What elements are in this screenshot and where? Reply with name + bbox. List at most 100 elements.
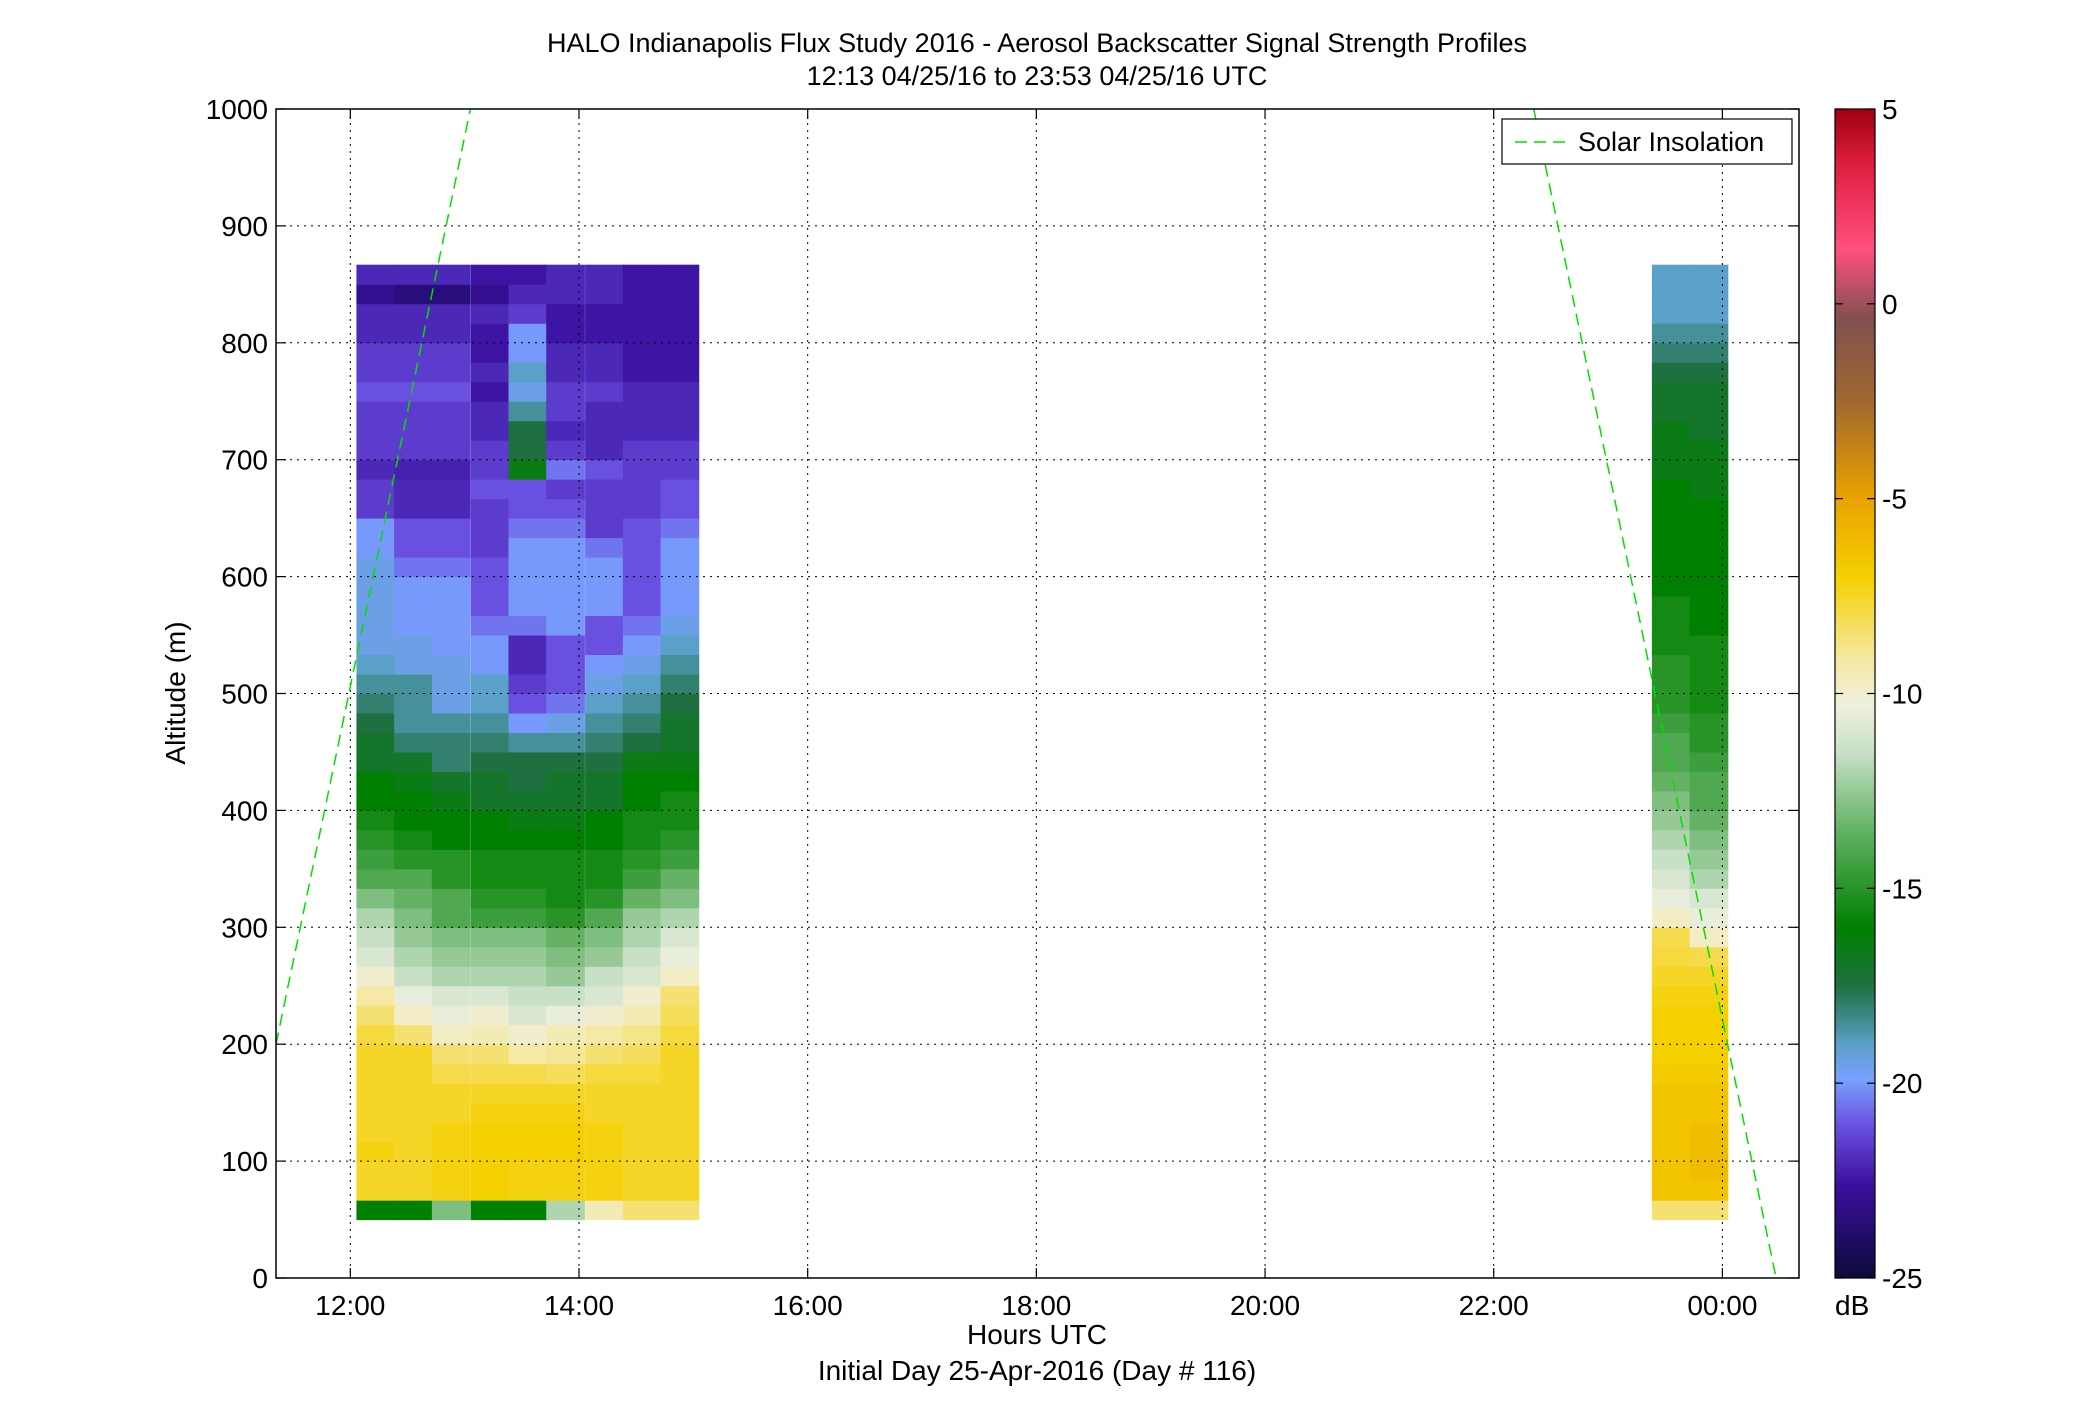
heatmap-cell [508, 771, 548, 792]
heatmap-cell [1651, 829, 1691, 850]
heatmap-cell [585, 693, 624, 714]
heatmap-cell [660, 849, 700, 870]
heatmap-cell [394, 479, 433, 500]
heatmap-cell [394, 1044, 433, 1065]
heatmap-cell [622, 966, 662, 987]
heatmap-cell [394, 868, 433, 889]
heatmap-cell [622, 868, 662, 889]
heatmap-cell [585, 498, 624, 519]
heatmap-cell [1651, 1024, 1691, 1045]
x-tick-label: 12:00 [315, 1290, 385, 1321]
heatmap-cell [1689, 712, 1729, 733]
heatmap-cell [431, 673, 471, 694]
x-tick-label: 14:00 [544, 1290, 614, 1321]
heatmap-cell [431, 868, 471, 889]
heatmap-cell [585, 868, 624, 889]
heatmap-cell [622, 401, 662, 422]
heatmap-cell [546, 673, 585, 694]
heatmap-cell [546, 1141, 585, 1162]
heatmap-cell [1651, 498, 1691, 519]
heatmap-cell [1689, 459, 1729, 480]
heatmap-cell [356, 381, 396, 402]
heatmap-cell [508, 1200, 548, 1221]
heatmap-cell [1689, 1102, 1729, 1123]
heatmap-cell [356, 518, 396, 539]
heatmap-cell [356, 790, 396, 811]
heatmap-cell [660, 712, 700, 733]
heatmap-cell [394, 576, 433, 597]
heatmap-cell [660, 284, 700, 305]
heatmap-cell [431, 284, 471, 305]
heatmap-cell [470, 479, 510, 500]
heatmap-cell [546, 420, 585, 441]
heatmap-cell [546, 732, 585, 753]
heatmap-cell [1651, 479, 1691, 500]
heatmap-cell [1651, 907, 1691, 928]
heatmap-cell [470, 985, 510, 1006]
colorbar: 5 0 -5 -10 -15 -20 -25 dB [1834, 94, 1922, 1321]
heatmap-cell [394, 654, 433, 675]
heatmap-cell [622, 946, 662, 967]
heatmap-cell [356, 1005, 396, 1026]
heatmap-cell [585, 907, 624, 928]
heatmap-cell [622, 985, 662, 1006]
heatmap-cell [1651, 518, 1691, 539]
heatmap-cell [470, 556, 510, 578]
heatmap-cell [660, 1044, 700, 1065]
heatmap-cell [585, 849, 624, 870]
heatmap-cell [394, 1083, 433, 1104]
heatmap-cell [660, 1063, 700, 1084]
heatmap-cell [356, 576, 396, 597]
heatmap-cell [622, 927, 662, 948]
heatmap-cell [394, 537, 433, 558]
heatmap-cell [622, 556, 662, 578]
heatmap-cell [470, 790, 510, 811]
heatmap-cell [585, 751, 624, 772]
heatmap-cell [660, 751, 700, 772]
heatmap-cell [546, 907, 585, 928]
heatmap-cell [1689, 790, 1729, 811]
heatmap-cell [1689, 1141, 1729, 1162]
heatmap-cell [622, 362, 662, 383]
heatmap-cell [508, 673, 548, 694]
heatmap-cell [546, 518, 585, 539]
heatmap-cell [356, 498, 396, 519]
heatmap-cell [585, 342, 624, 363]
y-tick-label: 400 [221, 795, 268, 826]
heatmap-cell [470, 829, 510, 850]
heatmap-cell [546, 634, 585, 656]
heatmap-cell [546, 966, 585, 987]
heatmap-cell [1651, 790, 1691, 811]
heatmap-cell [394, 966, 433, 987]
heatmap-cell [1651, 595, 1691, 617]
heatmap-cell [508, 362, 548, 383]
heatmap-cell [546, 1102, 585, 1123]
heatmap-cell [508, 440, 548, 461]
heatmap-cell [356, 323, 396, 344]
heatmap-cell [356, 907, 396, 928]
heatmap-cell [546, 751, 585, 772]
heatmap-cell [546, 654, 585, 675]
heatmap-cell [508, 1180, 548, 1201]
heatmap-cell [394, 381, 433, 402]
heatmap-cell [470, 342, 510, 363]
heatmap-cell [431, 732, 471, 753]
heatmap-cell [356, 810, 396, 831]
heatmap-cell [622, 907, 662, 928]
heatmap-cell [1651, 634, 1691, 656]
heatmap-cell [356, 654, 396, 675]
heatmap-cell [1651, 810, 1691, 831]
heatmap-cell [431, 362, 471, 383]
heatmap-cell [470, 946, 510, 967]
heatmap-cell [622, 732, 662, 753]
heatmap-cell [1689, 693, 1729, 714]
heatmap-cell [356, 771, 396, 792]
heatmap-cell [470, 1044, 510, 1065]
heatmap-cell [622, 654, 662, 675]
plot-area: 12:00 14:00 16:00 18:00 20:00 22:00 00:00 0 100 2… [206, 94, 1800, 1321]
heatmap-cell [470, 303, 510, 324]
heatmap-cell [508, 634, 548, 656]
heatmap-cell [508, 810, 548, 831]
heatmap-cell [585, 829, 624, 850]
